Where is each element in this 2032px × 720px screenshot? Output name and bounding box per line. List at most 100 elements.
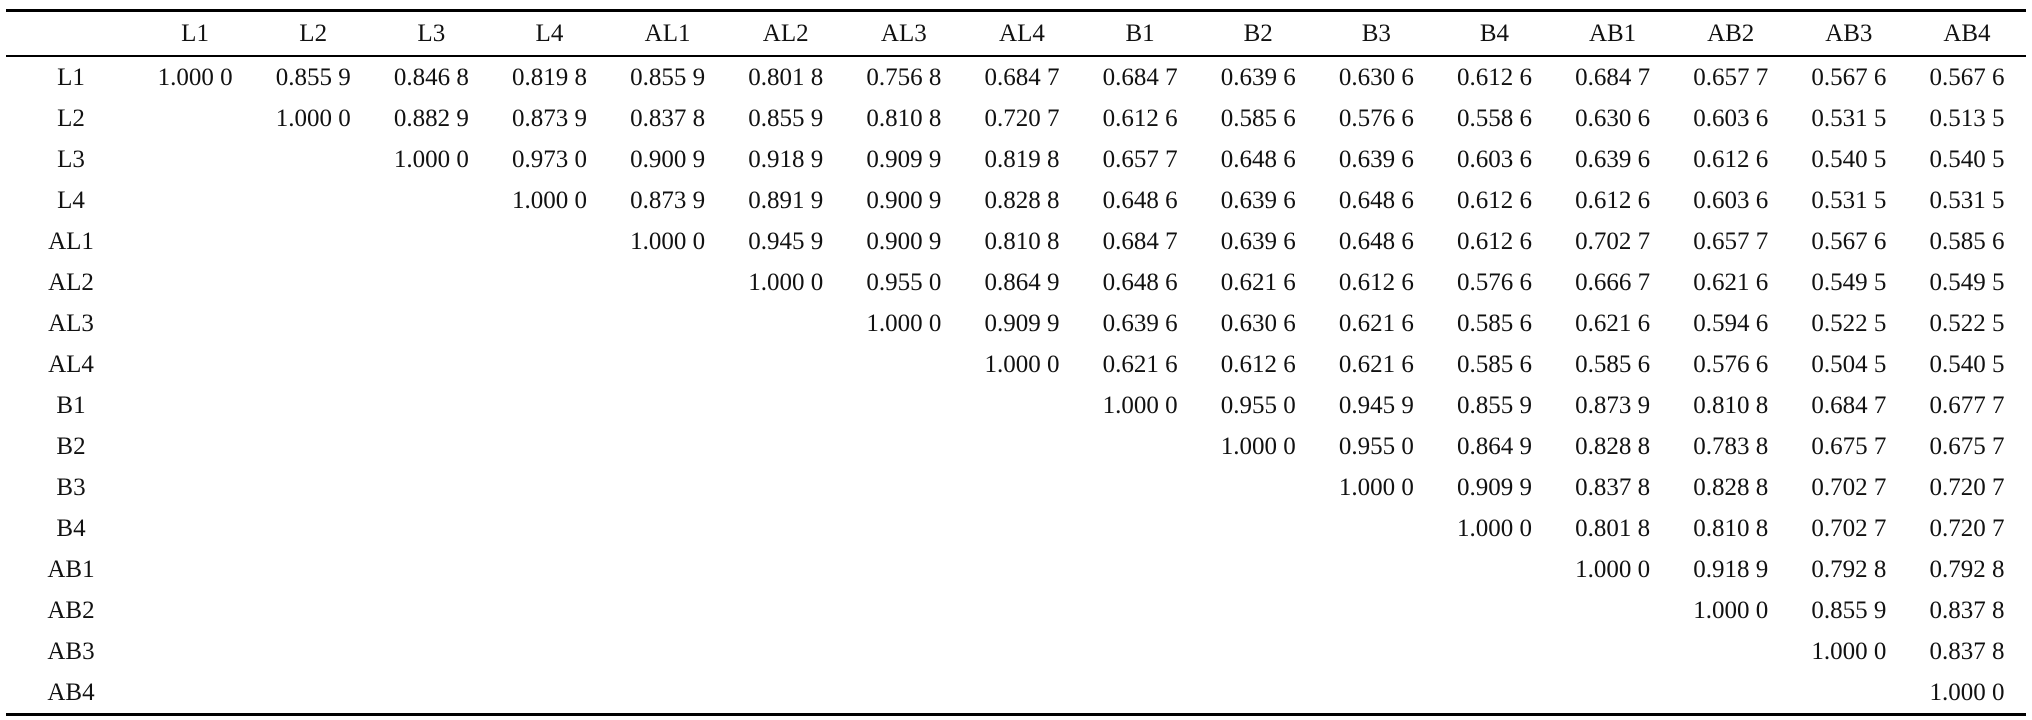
table-row: AL4 1.000 0 0.621 6 0.612 6 0.621 6 0.585 6 0.… bbox=[6, 344, 2026, 385]
value-cell: 0.909 9 bbox=[1456, 473, 1532, 501]
empty-cell bbox=[1672, 672, 1790, 715]
empty-cell bbox=[136, 508, 254, 549]
row-label: AL4 bbox=[48, 350, 94, 378]
value-cell: 0.522 5 bbox=[1811, 309, 1887, 337]
value-cell: 0.639 6 bbox=[1575, 145, 1651, 173]
empty-cell bbox=[254, 467, 372, 508]
column-header: AB2 bbox=[1707, 19, 1755, 47]
empty-cell bbox=[609, 385, 727, 426]
empty-cell bbox=[963, 672, 1081, 715]
empty-cell bbox=[845, 672, 963, 715]
value-cell: 0.648 6 bbox=[1220, 145, 1296, 173]
value-cell: 1.000 0 bbox=[1338, 473, 1414, 501]
value-cell: 0.585 6 bbox=[1456, 350, 1532, 378]
empty-cell bbox=[1081, 467, 1199, 508]
value-cell: 0.567 6 bbox=[1929, 63, 2005, 91]
value-cell: 0.585 6 bbox=[1575, 350, 1651, 378]
value-cell: 0.639 6 bbox=[1338, 145, 1414, 173]
empty-cell bbox=[727, 508, 845, 549]
table-row: AL3 1.000 0 0.909 9 0.639 6 0.630 6 0.621 6 0.… bbox=[6, 303, 2026, 344]
empty-cell bbox=[254, 385, 372, 426]
column-header: AL4 bbox=[999, 19, 1045, 47]
empty-cell bbox=[727, 344, 845, 385]
value-cell: 0.648 6 bbox=[1102, 268, 1178, 296]
value-cell: 0.531 5 bbox=[1811, 186, 1887, 214]
empty-cell bbox=[845, 590, 963, 631]
value-cell: 0.621 6 bbox=[1575, 309, 1651, 337]
empty-cell bbox=[727, 590, 845, 631]
empty-cell bbox=[1081, 549, 1199, 590]
empty-cell bbox=[609, 590, 727, 631]
value-cell: 0.603 6 bbox=[1693, 186, 1769, 214]
empty-cell bbox=[1790, 672, 1908, 715]
table-row: AB1 1.000 0 0.918 9 0.792 8 0.792 8 bbox=[6, 549, 2026, 590]
value-cell: 0.612 6 bbox=[1456, 186, 1532, 214]
empty-cell bbox=[845, 344, 963, 385]
value-cell: 1.000 0 bbox=[984, 350, 1060, 378]
value-cell: 0.918 9 bbox=[1693, 555, 1769, 583]
value-cell: 1.000 0 bbox=[630, 227, 706, 255]
value-cell: 0.702 7 bbox=[1811, 473, 1887, 501]
empty-cell bbox=[372, 590, 490, 631]
empty-cell bbox=[1081, 672, 1199, 715]
value-cell: 0.855 9 bbox=[1811, 596, 1887, 624]
value-cell: 1.000 0 bbox=[511, 186, 587, 214]
empty-cell bbox=[254, 180, 372, 221]
empty-cell bbox=[136, 180, 254, 221]
header-row: L1 L2 L3 L4 AL1 AL2 AL3 AL4 B1 B2 B3 B4 AB1 AB2 AB3 AB4 bbox=[6, 10, 2026, 57]
column-header: L2 bbox=[299, 19, 328, 47]
row-label: B4 bbox=[56, 514, 86, 542]
empty-cell bbox=[136, 221, 254, 262]
row-label: AL3 bbox=[48, 309, 94, 337]
empty-cell bbox=[490, 549, 608, 590]
value-cell: 0.549 5 bbox=[1929, 268, 2005, 296]
column-header: B4 bbox=[1479, 19, 1510, 47]
empty-cell bbox=[1672, 631, 1790, 672]
column-header: AL1 bbox=[644, 19, 691, 47]
value-cell: 0.855 9 bbox=[275, 63, 351, 91]
column-header: L3 bbox=[417, 19, 446, 47]
value-cell: 0.612 6 bbox=[1575, 186, 1651, 214]
column-header: AB1 bbox=[1588, 19, 1637, 47]
value-cell: 0.666 7 bbox=[1575, 268, 1651, 296]
value-cell: 0.576 6 bbox=[1456, 268, 1532, 296]
empty-cell bbox=[136, 139, 254, 180]
value-cell: 0.973 0 bbox=[511, 145, 587, 173]
column-header: AL2 bbox=[762, 19, 809, 47]
empty-cell bbox=[1317, 590, 1435, 631]
value-cell: 0.585 6 bbox=[1929, 227, 2005, 255]
value-cell: 0.603 6 bbox=[1693, 104, 1769, 132]
empty-cell bbox=[136, 467, 254, 508]
empty-cell bbox=[136, 98, 254, 139]
value-cell: 0.900 9 bbox=[630, 145, 706, 173]
value-cell: 1.000 0 bbox=[157, 63, 233, 91]
empty-cell bbox=[1317, 672, 1435, 715]
value-cell: 0.810 8 bbox=[984, 227, 1060, 255]
row-label: AL1 bbox=[48, 227, 94, 255]
value-cell: 1.000 0 bbox=[1693, 596, 1769, 624]
value-cell: 0.621 6 bbox=[1338, 309, 1414, 337]
value-cell: 0.657 7 bbox=[1102, 145, 1178, 173]
empty-cell bbox=[490, 672, 608, 715]
value-cell: 1.000 0 bbox=[748, 268, 824, 296]
empty-cell bbox=[372, 180, 490, 221]
empty-cell bbox=[727, 549, 845, 590]
empty-cell bbox=[490, 426, 608, 467]
value-cell: 0.891 9 bbox=[748, 186, 824, 214]
empty-cell bbox=[963, 549, 1081, 590]
empty-cell bbox=[727, 631, 845, 672]
table-row: B3 1.000 0 0.909 9 0.837 8 0.828 8 0.702 7 0.7… bbox=[6, 467, 2026, 508]
value-cell: 0.684 7 bbox=[1102, 227, 1178, 255]
empty-cell bbox=[1199, 631, 1317, 672]
empty-cell bbox=[254, 303, 372, 344]
empty-cell bbox=[1199, 590, 1317, 631]
value-cell: 0.630 6 bbox=[1338, 63, 1414, 91]
corner-cell bbox=[6, 11, 136, 57]
empty-cell bbox=[372, 262, 490, 303]
empty-cell bbox=[1081, 590, 1199, 631]
empty-cell bbox=[1081, 508, 1199, 549]
empty-cell bbox=[254, 221, 372, 262]
empty-cell bbox=[254, 549, 372, 590]
column-header: AB3 bbox=[1825, 19, 1873, 47]
